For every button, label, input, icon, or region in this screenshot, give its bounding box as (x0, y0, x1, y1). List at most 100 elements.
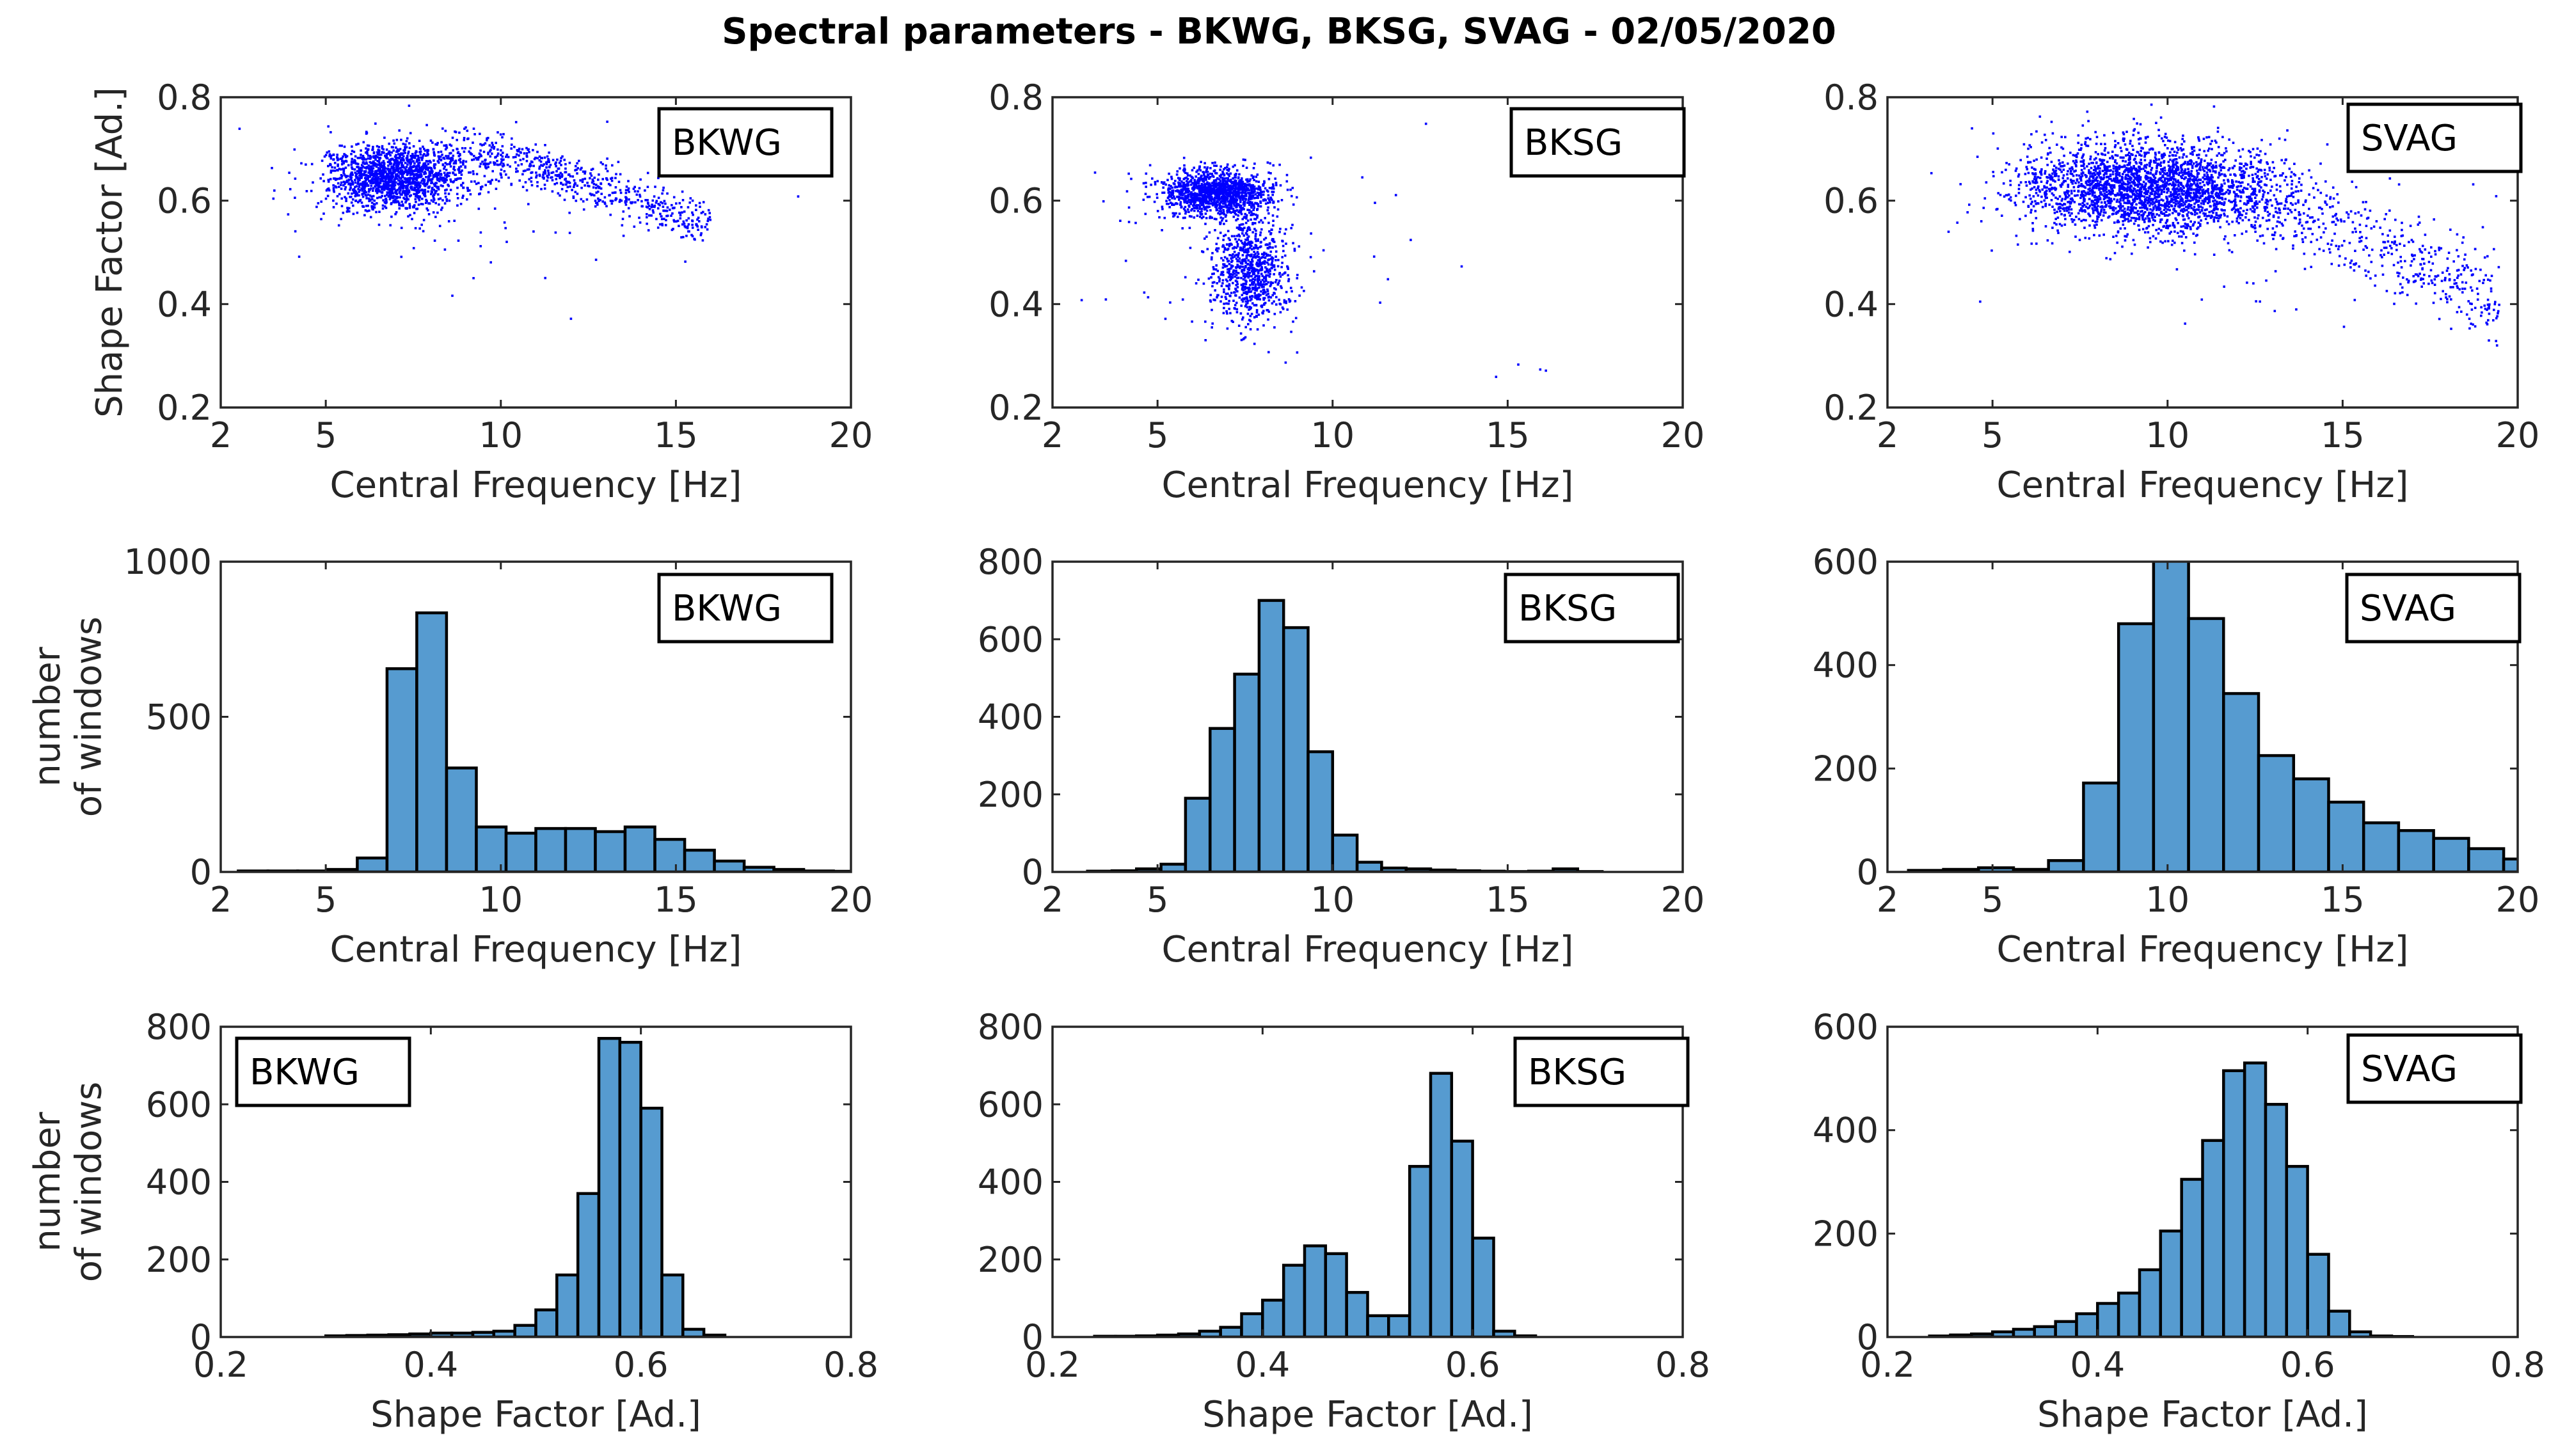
scatter-point (1204, 177, 1207, 180)
scatter-point (620, 199, 623, 202)
scatter-point (609, 200, 612, 202)
scatter-point (1260, 262, 1262, 265)
scatter-point (378, 154, 381, 156)
scatter-point (337, 182, 340, 185)
scatter-point (390, 186, 393, 189)
scatter-point (377, 188, 379, 191)
scatter-point (2071, 220, 2074, 223)
scatter-point (555, 178, 558, 180)
scatter-point (545, 162, 548, 166)
scatter-point (361, 165, 365, 168)
scatter-point (536, 157, 539, 160)
scatter-point (655, 218, 658, 221)
scatter-point (1260, 290, 1262, 293)
scatter-point (1244, 241, 1246, 244)
scatter-point (1260, 280, 1262, 283)
scatter-point (420, 173, 423, 175)
scatter-point (409, 155, 412, 157)
scatter-point (627, 207, 630, 210)
scatter-point (1235, 169, 1239, 172)
scatter-point (360, 187, 363, 190)
scatter-point (679, 214, 682, 217)
scatter-point (1207, 202, 1210, 205)
scatter-point (633, 186, 636, 189)
scatter-point (1241, 300, 1244, 303)
scatter-point (388, 180, 392, 184)
scatter-point (1209, 186, 1212, 189)
scatter-point (527, 203, 530, 205)
scatter-point (402, 166, 406, 169)
scatter-point (1235, 257, 1238, 260)
scatter-point (2152, 159, 2156, 162)
scatter-point (1276, 215, 1279, 218)
scatter-point (2143, 191, 2146, 194)
scatter-point (441, 179, 444, 182)
scatter-point (1228, 200, 1232, 203)
scatter-point (1244, 265, 1247, 267)
scatter-point (576, 172, 578, 175)
scatter-point (376, 191, 379, 194)
scatter-point (2155, 228, 2157, 232)
scatter-point (1228, 175, 1230, 177)
scatter-point (2250, 162, 2252, 166)
scatter-point (1236, 259, 1239, 262)
scatter-point (507, 155, 510, 159)
scatter-point (1204, 194, 1207, 198)
scatter-point (1236, 264, 1239, 266)
scatter-point (381, 180, 384, 182)
scatter-point (432, 211, 435, 214)
scatter-point (402, 155, 405, 158)
scatter-point (1154, 183, 1157, 186)
scatter-point (361, 155, 365, 157)
scatter-point (1256, 278, 1259, 281)
scatter-point (1292, 320, 1294, 323)
scatter-point (1235, 191, 1238, 193)
scatter-point (1198, 200, 1201, 202)
scatter-point (541, 176, 544, 178)
scatter-point (1202, 186, 1205, 189)
scatter-point (1161, 229, 1163, 232)
scatter-point (369, 179, 372, 182)
scatter-point (1261, 274, 1264, 278)
scatter-point (445, 200, 449, 202)
scatter-point (1241, 218, 1244, 221)
scatter-point (1250, 192, 1253, 194)
scatter-point (681, 190, 684, 193)
scatter-point (1238, 266, 1241, 269)
scatter-point (1221, 282, 1224, 285)
scatter-point (1271, 302, 1274, 305)
scatter-point (372, 161, 375, 164)
scatter-point (501, 165, 504, 168)
scatter-point (399, 189, 402, 191)
scatter-point (356, 194, 359, 197)
scatter-point (2127, 180, 2129, 183)
scatter-point (340, 175, 344, 178)
scatter-point (1237, 182, 1241, 184)
scatter-point (1233, 204, 1236, 207)
scatter-point (2152, 206, 2155, 209)
scatter-point (431, 178, 434, 180)
scatter-point (436, 160, 440, 162)
scatter-point (1228, 269, 1231, 273)
scatter-point (1211, 173, 1213, 175)
scatter-point (1228, 199, 1232, 202)
scatter-point (1253, 304, 1256, 306)
scatter-point (2240, 170, 2243, 173)
scatter-point (1250, 218, 1252, 221)
scatter-point (1253, 255, 1256, 258)
scatter-point (388, 188, 391, 191)
scatter-point (672, 196, 676, 199)
scatter-point (367, 180, 370, 182)
scatter-point (419, 184, 422, 187)
scatter-point (487, 180, 490, 183)
scatter-point (519, 159, 522, 161)
scatter-point (433, 163, 436, 166)
scatter-point (1251, 302, 1254, 305)
scatter-point (385, 153, 388, 155)
scatter-point (418, 161, 421, 164)
scatter-point (1237, 233, 1240, 236)
scatter-point (1228, 263, 1231, 265)
scatter-point (335, 202, 338, 205)
scatter-point (2253, 216, 2256, 219)
scatter-point (1196, 193, 1198, 195)
